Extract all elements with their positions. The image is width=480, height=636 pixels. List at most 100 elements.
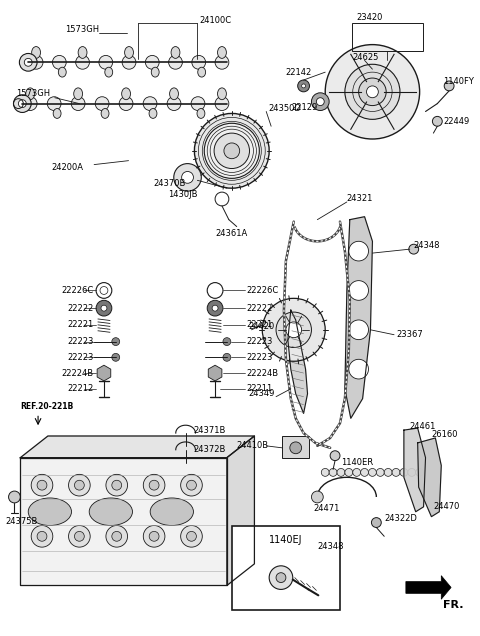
Text: 22222: 22222 [247,303,273,313]
Ellipse shape [28,498,72,525]
Circle shape [359,78,386,106]
Text: 24100C: 24100C [199,15,231,25]
Circle shape [106,525,128,547]
Text: 1140FY: 1140FY [443,78,474,86]
Ellipse shape [151,67,159,77]
Ellipse shape [150,498,193,525]
Ellipse shape [121,88,131,100]
Text: 1140ER: 1140ER [341,458,373,467]
Circle shape [345,64,400,120]
Circle shape [224,143,240,159]
Circle shape [106,474,128,496]
Circle shape [316,98,324,106]
Circle shape [223,338,231,345]
Circle shape [212,305,218,311]
Circle shape [349,241,369,261]
Circle shape [187,532,196,541]
Circle shape [112,480,121,490]
Circle shape [69,474,90,496]
Circle shape [74,480,84,490]
Circle shape [174,163,201,191]
Text: 1573GH: 1573GH [65,25,99,34]
Circle shape [372,518,381,527]
Circle shape [301,84,306,88]
Text: REF.20-221B: REF.20-221B [20,402,73,411]
Text: 1140EJ: 1140EJ [269,536,302,545]
Circle shape [180,525,202,547]
Circle shape [337,469,345,476]
Polygon shape [345,217,372,418]
Circle shape [119,97,133,111]
Polygon shape [404,428,426,512]
Circle shape [29,55,43,69]
Text: 22221: 22221 [247,321,273,329]
Bar [282,436,310,458]
Text: 26160: 26160 [432,429,458,439]
Circle shape [31,474,53,496]
Text: 24470: 24470 [433,502,460,511]
Ellipse shape [149,109,157,118]
Circle shape [353,469,360,476]
Circle shape [325,45,420,139]
Circle shape [312,491,323,503]
Circle shape [360,469,369,476]
Circle shape [167,97,181,111]
Circle shape [99,55,113,69]
Circle shape [191,97,205,111]
Circle shape [416,469,423,476]
Circle shape [269,566,293,590]
Ellipse shape [198,67,205,77]
Circle shape [31,525,53,547]
Circle shape [384,469,392,476]
Text: 22222: 22222 [68,303,94,313]
Text: 22223: 22223 [68,353,94,362]
Text: 22211: 22211 [247,384,273,393]
Ellipse shape [89,498,132,525]
Circle shape [432,116,442,126]
Text: 22223: 22223 [247,337,273,346]
Circle shape [194,113,269,188]
Circle shape [349,359,369,379]
Text: 24625: 24625 [353,53,379,62]
Text: 22223: 22223 [68,337,94,346]
Text: 24461: 24461 [410,422,436,431]
Ellipse shape [197,109,205,118]
Text: 22226C: 22226C [61,286,94,295]
Circle shape [112,338,120,345]
Text: 22223: 22223 [247,353,273,362]
Text: 22212: 22212 [68,384,94,393]
Circle shape [345,469,353,476]
Circle shape [329,469,337,476]
Circle shape [376,469,384,476]
Circle shape [149,480,159,490]
Ellipse shape [32,46,40,59]
Circle shape [101,305,107,311]
Text: 24471: 24471 [313,504,340,513]
Circle shape [408,469,416,476]
Circle shape [143,97,157,111]
Polygon shape [20,436,254,458]
Text: 24371B: 24371B [193,425,226,434]
Circle shape [9,491,20,503]
Circle shape [215,97,229,111]
Ellipse shape [217,88,227,100]
Circle shape [192,55,205,69]
Circle shape [349,320,369,340]
Text: 23367: 23367 [396,330,423,339]
Circle shape [96,300,112,316]
Ellipse shape [105,67,113,77]
Circle shape [312,93,329,111]
Circle shape [18,100,26,107]
Ellipse shape [26,88,35,100]
Circle shape [400,469,408,476]
Circle shape [48,97,61,111]
Ellipse shape [169,88,179,100]
Ellipse shape [125,46,133,59]
Text: 22129: 22129 [292,103,318,112]
Circle shape [74,532,84,541]
Text: 24361A: 24361A [215,229,247,238]
Bar [232,527,340,610]
Circle shape [215,55,229,69]
Text: 24348: 24348 [317,542,344,551]
Circle shape [409,244,419,254]
